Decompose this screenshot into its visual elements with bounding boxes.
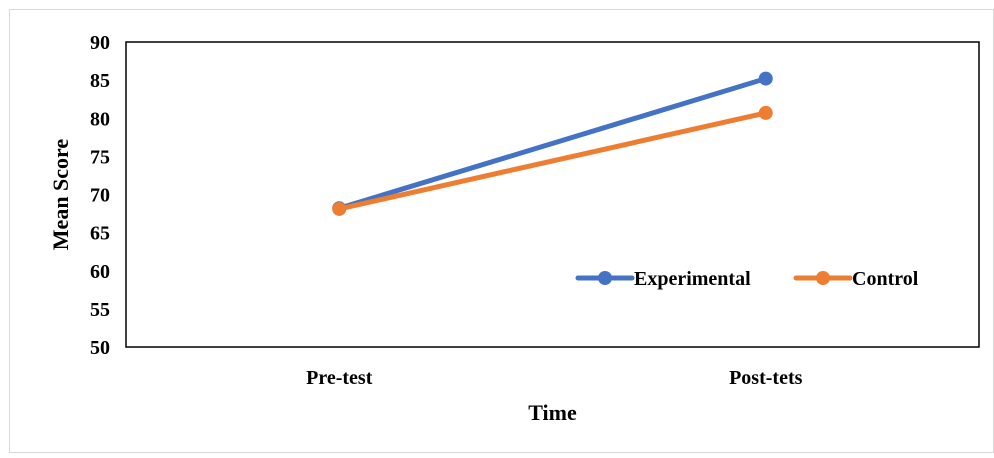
plot-area-frame: [125, 41, 980, 348]
legend-label-experimental: Experimental: [634, 268, 751, 290]
y-tick-label: 85: [90, 70, 110, 92]
legend: Experimental Control: [575, 268, 919, 290]
data-point-control: [332, 201, 347, 216]
legend-marker-control: [816, 271, 830, 285]
y-tick-label: 75: [90, 146, 110, 168]
series-layer: [332, 71, 773, 216]
x-axis-title: Time: [528, 400, 577, 425]
series-line-control: [336, 110, 769, 212]
y-tick-label: 50: [90, 337, 110, 359]
x-axis-ticks: Pre-test Post-tets: [306, 367, 802, 389]
data-point-experimental: [758, 71, 773, 86]
legend-marker-experimental: [598, 271, 612, 285]
chart-area-border: [9, 9, 994, 453]
y-tick-label: 80: [90, 108, 110, 130]
y-tick-label: 55: [90, 299, 110, 321]
y-axis-title: Mean Score: [48, 139, 73, 251]
x-tick-label: Pre-test: [306, 367, 373, 389]
series-line-experimental: [336, 76, 769, 211]
x-tick-label: Post-tets: [729, 367, 803, 389]
y-tick-label: 90: [90, 32, 110, 54]
legend-label-control: Control: [852, 268, 919, 290]
y-tick-label: 65: [90, 223, 110, 245]
data-point-control: [758, 105, 773, 120]
y-tick-label: 60: [90, 261, 110, 283]
y-axis-ticks: 50 55 60 65 70 75 80 85 90: [90, 32, 110, 359]
y-tick-label: 70: [90, 185, 110, 207]
